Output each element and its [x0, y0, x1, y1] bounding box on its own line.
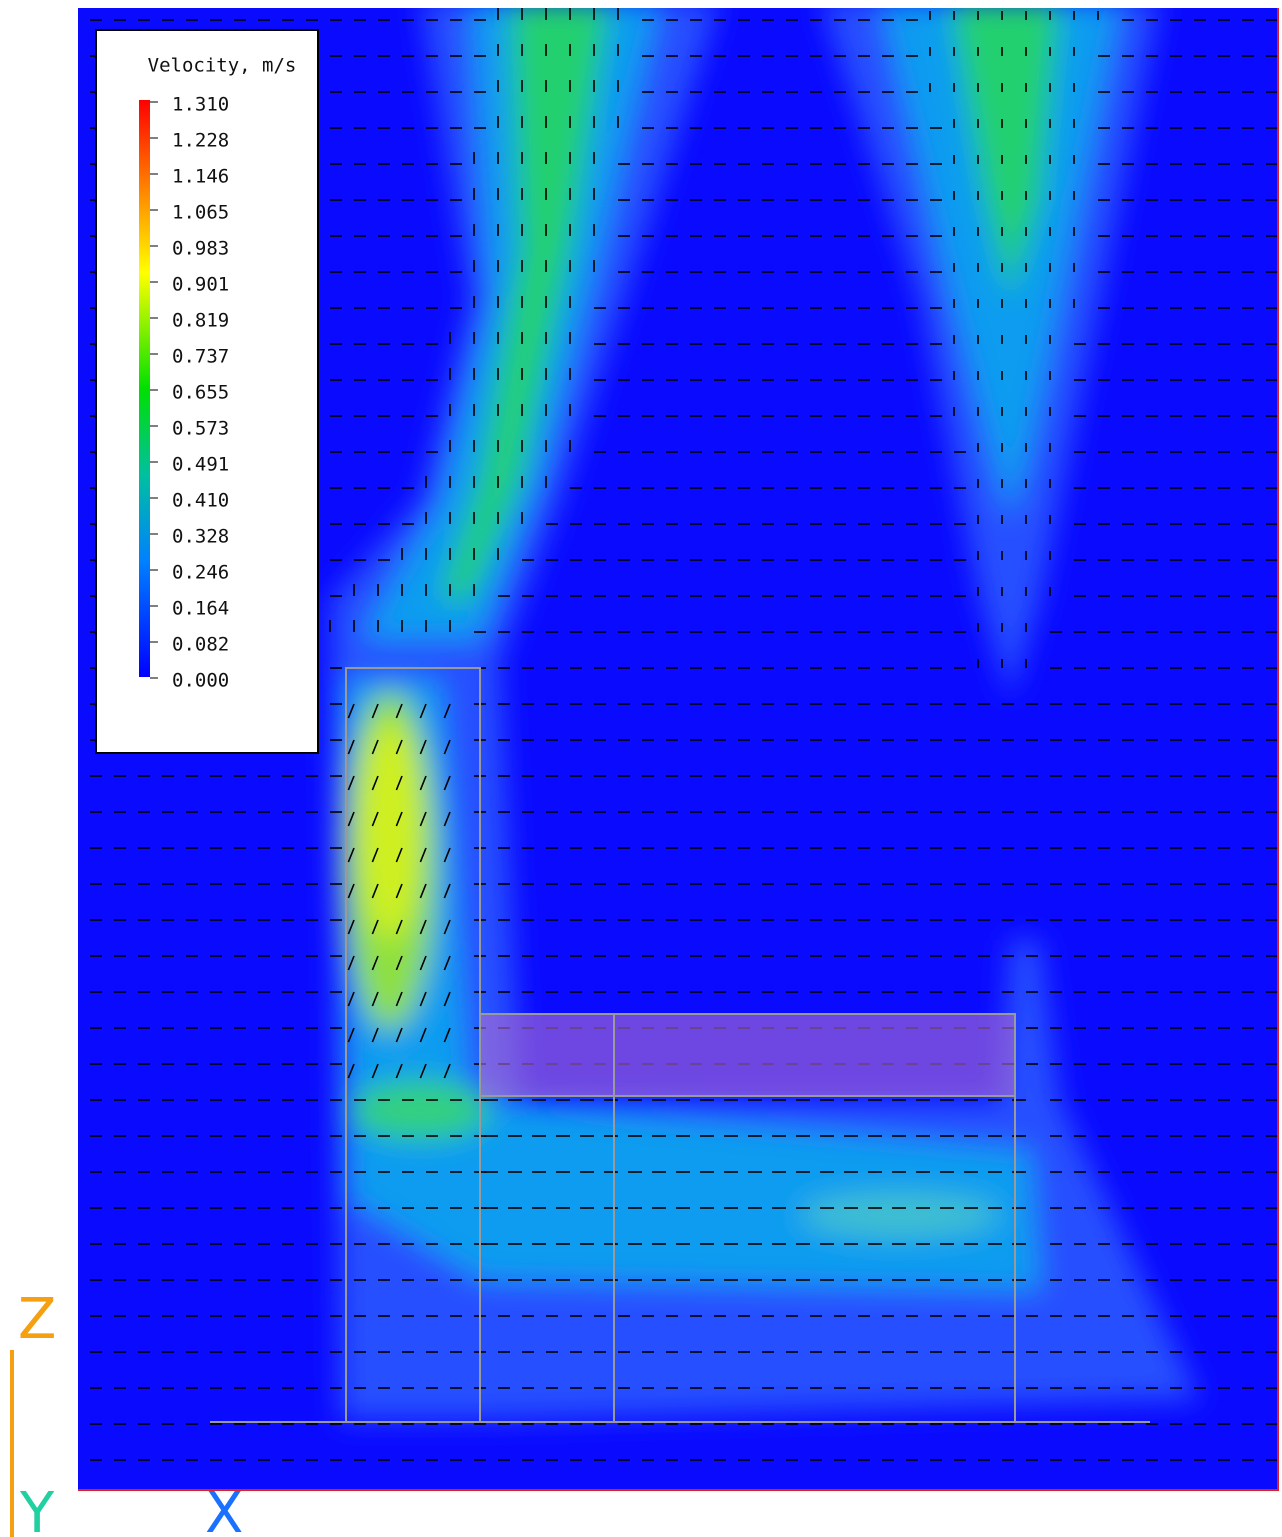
colorbar-label: 0.901 — [172, 274, 229, 296]
colorbar — [139, 100, 150, 677]
arrow — [419, 703, 427, 719]
arrow — [395, 991, 403, 1007]
colorbar-label: 0.491 — [172, 454, 229, 476]
colorbar-label: 1.310 — [172, 94, 229, 116]
colorbar-label: 0.983 — [172, 238, 229, 260]
colorbar-label: 0.000 — [172, 670, 229, 692]
legend: Velocity, m/s 1.310 1.228 1.146 1.065 0.983 0… — [95, 29, 319, 754]
arrow — [371, 811, 379, 827]
arrow — [371, 1063, 379, 1079]
arrow — [347, 919, 355, 935]
arrow — [443, 919, 451, 935]
arrow — [419, 883, 427, 899]
geometry — [210, 667, 1150, 1423]
arrow — [395, 955, 403, 971]
axis-triad: Z Y X — [10, 1287, 243, 1537]
colorbar-label: 0.819 — [172, 310, 229, 332]
arrow — [419, 991, 427, 1007]
arrow — [443, 1027, 451, 1043]
arrow — [371, 955, 379, 971]
plot-border — [78, 8, 1279, 1491]
colorbar-label: 0.328 — [172, 526, 229, 548]
arrow — [419, 739, 427, 755]
arrow — [371, 739, 379, 755]
colorbar-label: 0.573 — [172, 418, 229, 440]
colorbar-label: 1.146 — [172, 166, 229, 188]
arrow — [347, 775, 355, 791]
arrow — [347, 847, 355, 863]
colorbar-label: 0.655 — [172, 382, 229, 404]
arrow — [371, 847, 379, 863]
arrow — [443, 739, 451, 755]
colorbar-label: 0.164 — [172, 598, 229, 620]
arrow — [371, 991, 379, 1007]
colorbar-label: 1.228 — [172, 130, 229, 152]
colorbar-labels: 1.310 1.228 1.146 1.065 0.983 0.901 0.819 0.737… — [150, 94, 229, 692]
arrow — [443, 1063, 451, 1079]
arrow — [443, 847, 451, 863]
arrow — [371, 919, 379, 935]
y-label: Y — [19, 1481, 55, 1537]
arrow — [443, 991, 451, 1007]
arrow — [347, 1027, 355, 1043]
arrow — [395, 811, 403, 827]
arrow — [419, 847, 427, 863]
arrow — [395, 919, 403, 935]
arrow — [371, 1027, 379, 1043]
arrow — [443, 703, 451, 719]
arrow — [347, 811, 355, 827]
arrow — [419, 1027, 427, 1043]
arrow — [419, 1063, 427, 1079]
contours — [330, 8, 1200, 1420]
colorbar-label: 0.246 — [172, 562, 229, 584]
arrow — [419, 955, 427, 971]
colorbar-label: 0.737 — [172, 346, 229, 368]
arrow — [395, 1027, 403, 1043]
z-label: Z — [18, 1287, 56, 1352]
arrow — [347, 739, 355, 755]
arrow — [395, 775, 403, 791]
arrow — [347, 991, 355, 1007]
colorbar-label: 0.082 — [172, 634, 229, 656]
arrow — [371, 775, 379, 791]
arrow — [347, 703, 355, 719]
arrow — [371, 883, 379, 899]
arrow — [395, 739, 403, 755]
arrow — [347, 883, 355, 899]
legend-box — [95, 29, 319, 754]
x-label: X — [205, 1481, 243, 1537]
arrow — [443, 883, 451, 899]
arrow — [443, 811, 451, 827]
arrow — [395, 703, 403, 719]
colorbar-label: 0.410 — [172, 490, 229, 512]
arrow — [395, 1063, 403, 1079]
arrow — [419, 919, 427, 935]
field — [78, 8, 1278, 1490]
arrow — [419, 811, 427, 827]
arrow — [395, 883, 403, 899]
arrow — [347, 1063, 355, 1079]
arrow — [371, 703, 379, 719]
arrow — [419, 775, 427, 791]
arrow — [443, 775, 451, 791]
arrow — [443, 955, 451, 971]
legend-title: Velocity, m/s — [148, 55, 297, 77]
colorbar-label: 1.065 — [172, 202, 229, 224]
arrow — [347, 955, 355, 971]
arrow — [395, 847, 403, 863]
